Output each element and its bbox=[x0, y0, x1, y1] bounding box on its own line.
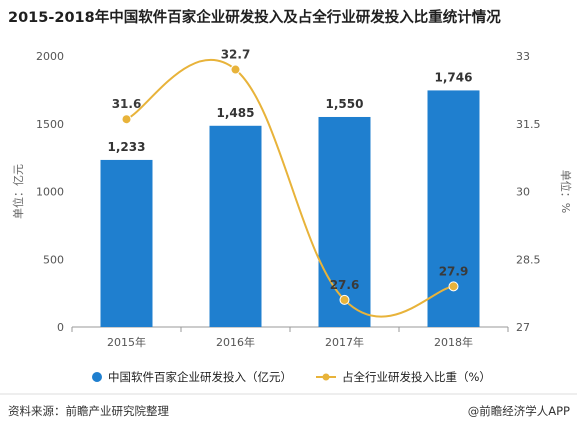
y-right-axis-title: 单位：% bbox=[559, 170, 573, 213]
bar bbox=[100, 159, 153, 327]
bar bbox=[318, 116, 371, 327]
y-right-tick-label: 28.5 bbox=[516, 253, 541, 266]
y-left-tick-label: 500 bbox=[43, 253, 64, 266]
y-right-tick-label: 33 bbox=[516, 50, 530, 63]
y-left-axis-title: 单位：亿元 bbox=[11, 164, 25, 219]
y-left-tick-label: 0 bbox=[57, 321, 64, 334]
bar-value-label: 1,233 bbox=[108, 140, 146, 154]
footer-brand: @前瞻经济学人APP bbox=[468, 404, 570, 418]
bar-value-label: 1,746 bbox=[435, 70, 473, 84]
line-point bbox=[230, 64, 241, 75]
line-series-path bbox=[126, 59, 454, 318]
bar bbox=[427, 90, 480, 328]
line-value-label: 27.6 bbox=[330, 278, 360, 292]
y-left-tick-label: 1000 bbox=[36, 186, 64, 199]
x-tick-label: 2015年 bbox=[107, 335, 146, 349]
legend-bar-label: 中国软件百家企业研发投入（亿元） bbox=[108, 370, 292, 384]
bar-value-label: 1,485 bbox=[217, 106, 255, 120]
legend-line-label: 占全行业研发投入比重（%） bbox=[342, 370, 491, 384]
line-point bbox=[339, 294, 350, 305]
legend-bar-marker bbox=[92, 372, 102, 382]
y-left-tick-label: 1500 bbox=[36, 118, 64, 131]
legend: 中国软件百家企业研发投入（亿元） 占全行业研发投入比重（%） bbox=[92, 370, 491, 384]
footer-source: 资料来源：前瞻产业研究院整理 bbox=[8, 404, 169, 418]
plot-area: 0 500 1000 1500 2000 27 28.5 30 31.5 33 单位：亿元 单位：% 2… bbox=[11, 48, 573, 349]
legend-line-dot bbox=[322, 373, 330, 381]
x-tick-label: 2017年 bbox=[325, 335, 364, 349]
line-value-label: 31.6 bbox=[112, 97, 142, 111]
y-left-tick-label: 2000 bbox=[36, 50, 64, 63]
line-value-label: 32.7 bbox=[221, 48, 251, 62]
x-tick-label: 2016年 bbox=[216, 335, 255, 349]
x-tick-label: 2018年 bbox=[434, 335, 473, 349]
y-right-tick-label: 30 bbox=[516, 186, 530, 199]
y-right-tick-label: 27 bbox=[516, 321, 530, 334]
line-value-label: 27.9 bbox=[439, 264, 469, 278]
bar-value-label: 1,550 bbox=[326, 97, 364, 111]
bar bbox=[209, 125, 262, 327]
line-point bbox=[121, 114, 132, 125]
y-right-tick-label: 31.5 bbox=[516, 118, 541, 131]
chart-title: 2015-2018年中国软件百家企业研发投入及占全行业研发投入比重统计情况 bbox=[8, 8, 501, 26]
line-point bbox=[448, 281, 459, 292]
